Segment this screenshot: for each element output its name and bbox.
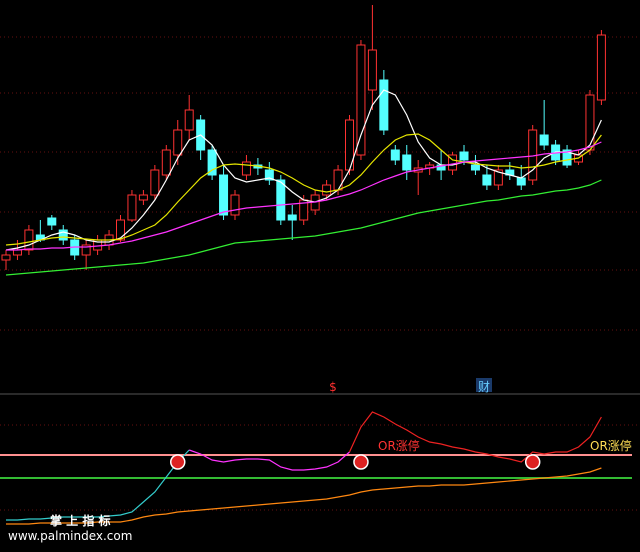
candle-body <box>1 254 11 261</box>
candle <box>264 162 274 185</box>
candle <box>127 190 137 222</box>
candle-body <box>448 154 458 171</box>
candle <box>390 145 400 165</box>
candle <box>596 30 606 105</box>
annotation: www.palmindex.com <box>8 529 132 543</box>
candle-body <box>390 149 400 161</box>
flag-box <box>476 378 492 392</box>
candle <box>58 225 68 245</box>
candle <box>345 115 354 175</box>
candle-body <box>516 177 526 186</box>
candle <box>470 155 480 175</box>
flag: 财 <box>478 380 490 394</box>
candle <box>150 165 160 200</box>
candle-body <box>207 149 217 176</box>
candle <box>287 205 297 240</box>
candle-body <box>264 169 274 181</box>
candle <box>230 190 240 220</box>
candle <box>539 100 549 150</box>
candle-body <box>539 134 549 146</box>
candle-body <box>81 244 91 256</box>
candle <box>322 180 332 200</box>
candle-body <box>276 179 286 221</box>
candle-body <box>482 174 492 186</box>
candle <box>367 5 377 110</box>
candle <box>493 165 503 190</box>
candle-body <box>58 229 68 241</box>
annotation: 掌 上 指 标 <box>50 513 111 528</box>
indicator-line <box>5 133 602 246</box>
candle <box>241 155 251 180</box>
candle-body <box>24 229 34 251</box>
candle-body <box>402 154 412 171</box>
candle-body <box>127 194 137 221</box>
candle-body <box>333 169 343 191</box>
candle <box>219 165 229 220</box>
candle <box>356 40 366 160</box>
indicator-line <box>189 449 350 471</box>
candle <box>24 225 34 255</box>
indicator-line <box>348 411 602 463</box>
candle-body <box>116 219 125 241</box>
candle <box>413 160 423 195</box>
candle <box>505 162 515 180</box>
flag: $ <box>329 380 337 394</box>
candle-body <box>459 151 469 161</box>
candle-body <box>12 249 22 256</box>
candle <box>379 70 389 135</box>
candle-body <box>241 161 251 176</box>
candle-body <box>287 214 297 221</box>
indicator-line <box>6 449 190 521</box>
candle-body <box>230 194 240 216</box>
candle-body <box>161 149 171 176</box>
candle-body <box>47 217 57 226</box>
candle-body <box>562 149 572 166</box>
candle-body <box>585 94 595 151</box>
candle-body <box>150 169 160 196</box>
candle <box>402 145 412 180</box>
candle <box>276 175 286 225</box>
indicator-line <box>6 141 602 251</box>
candle <box>1 250 11 270</box>
candle <box>562 145 572 168</box>
signal-ball <box>524 454 541 470</box>
annotation: OR涨停 <box>378 438 420 453</box>
candle <box>482 165 492 190</box>
candle-body <box>493 169 503 186</box>
indicator-line <box>6 467 602 525</box>
candle-body <box>367 49 377 91</box>
indicator-line <box>5 89 602 251</box>
signal-ball <box>353 454 369 470</box>
signal-ball <box>170 454 186 470</box>
candle-body <box>322 184 332 196</box>
candle-body <box>356 44 366 156</box>
candle <box>138 190 148 205</box>
candle <box>161 145 171 180</box>
candle <box>184 95 194 140</box>
candle <box>81 240 91 270</box>
candle <box>207 145 217 180</box>
candle-body <box>219 174 229 216</box>
candle <box>93 235 103 255</box>
candle-body <box>173 129 183 156</box>
candle-body <box>184 109 194 131</box>
candle-body <box>470 164 480 171</box>
grid <box>0 36 640 511</box>
indicator-line <box>5 179 602 276</box>
candle-body <box>379 79 389 131</box>
candle-body <box>138 194 148 201</box>
annotation: OR涨停 <box>590 438 632 453</box>
candle <box>47 215 57 230</box>
candle-body <box>596 34 606 101</box>
